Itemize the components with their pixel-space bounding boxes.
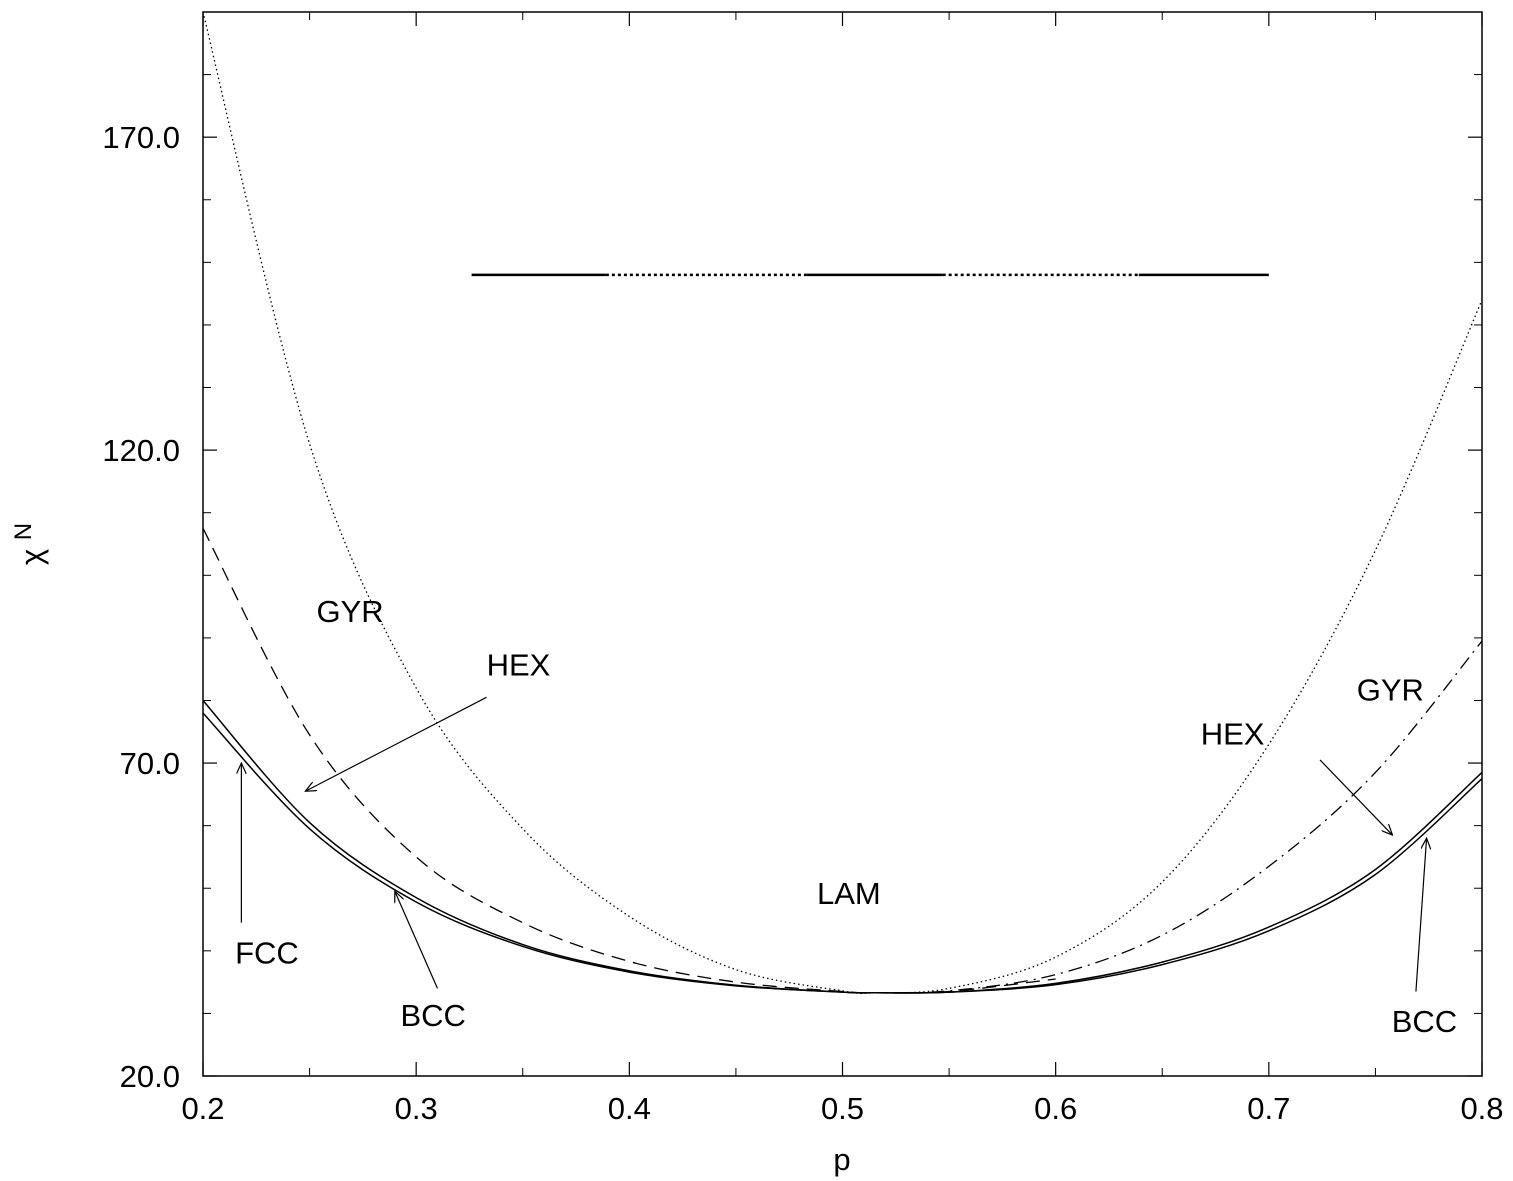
phase-label-bcc: BCC xyxy=(1392,1004,1457,1039)
plot-frame xyxy=(202,11,1483,1077)
y-axis-label-superscript: N xyxy=(10,523,37,540)
annotation-arrows xyxy=(241,696,1427,992)
phase-label-lam: LAM xyxy=(817,876,881,911)
svg-text:χ N: χ N xyxy=(10,523,49,565)
x-tick-label: 0.7 xyxy=(1247,1091,1290,1126)
phase-label-fcc: FCC xyxy=(235,935,299,970)
x-tick-label: 0.8 xyxy=(1460,1091,1503,1126)
y-axis-label: χ N xyxy=(10,523,49,565)
y-tick-label: 20.0 xyxy=(120,1059,180,1094)
annotation-arrow xyxy=(305,696,487,791)
phase-label-gyr: GYR xyxy=(1357,672,1424,707)
x-axis-label: p xyxy=(833,1142,850,1177)
series-line-solid xyxy=(202,712,1483,994)
phase-label-hex: HEX xyxy=(487,647,551,682)
annotation-arrow xyxy=(1319,759,1392,835)
y-tick-label: 70.0 xyxy=(120,746,180,781)
tick-labels: 0.2 0.3 0.4 0.5 0.6 0.7 0.8 20.0 70.0 120.0 170.0 xyxy=(102,120,1503,1126)
phase-boundary-curves xyxy=(202,11,1483,995)
phase-labels: GYR HEX LAM GYR HEX FCC BCC BCC xyxy=(235,594,1457,1039)
annotation-arrow xyxy=(1415,838,1427,992)
phase-label-gyr: GYR xyxy=(316,594,383,629)
x-tick-label: 0.6 xyxy=(1034,1091,1077,1126)
annotation-arrow xyxy=(395,891,439,989)
y-axis-label-symbol: χ xyxy=(14,549,49,565)
series-line-dotted xyxy=(202,11,1483,995)
x-tick-label: 0.2 xyxy=(181,1091,224,1126)
minor-ticks xyxy=(203,12,1482,1076)
phase-label-bcc: BCC xyxy=(400,998,465,1033)
x-tick-label: 0.4 xyxy=(608,1091,651,1126)
y-tick-label: 170.0 xyxy=(102,120,180,155)
x-tick-label: 0.5 xyxy=(821,1091,864,1126)
phase-label-hex: HEX xyxy=(1201,716,1265,751)
series-line-dashdot xyxy=(874,640,1483,994)
y-tick-label: 120.0 xyxy=(102,433,180,468)
major-ticks xyxy=(202,12,1483,1077)
x-tick-label: 0.3 xyxy=(395,1091,438,1126)
